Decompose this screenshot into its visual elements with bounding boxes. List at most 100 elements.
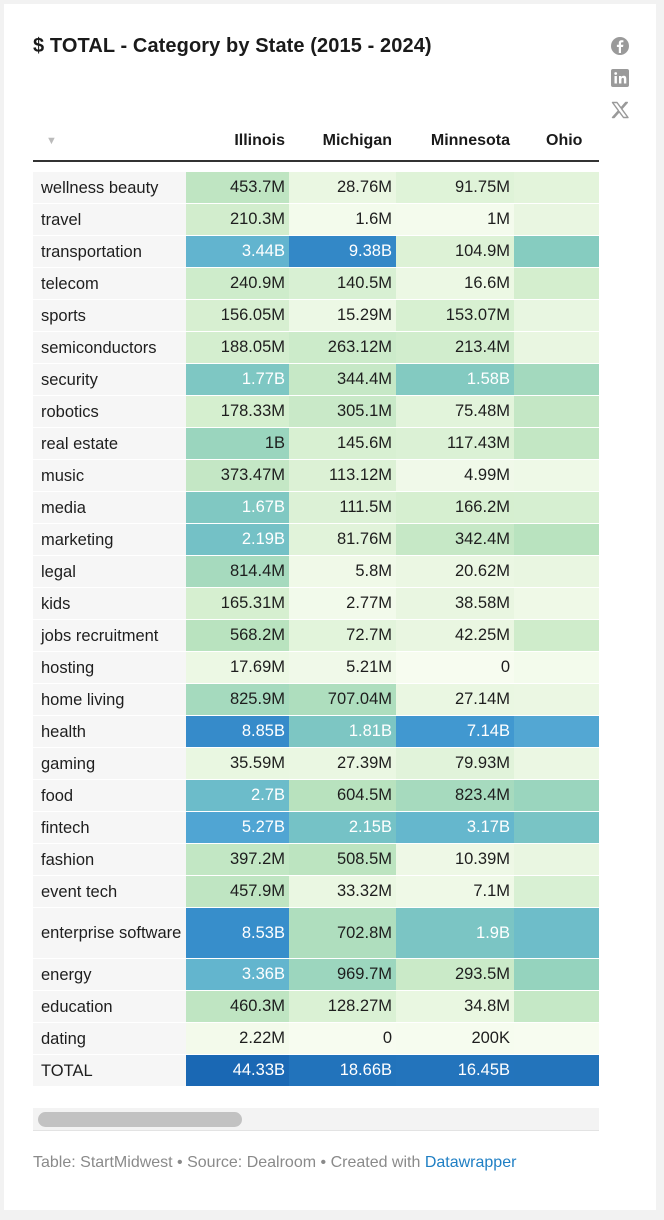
row-label: TOTAL bbox=[33, 1054, 186, 1087]
column-header[interactable]: Minnesota bbox=[396, 122, 514, 162]
row-label: sports bbox=[33, 299, 186, 332]
value-cell: 1.47B bbox=[514, 235, 599, 268]
value-cell: 2.22M bbox=[186, 1022, 289, 1055]
value-cell: 140.5M bbox=[289, 267, 396, 300]
data-table: ▼ Illinois Michigan Minnesota Ohio welln… bbox=[33, 122, 599, 1087]
value-cell: 210.3M bbox=[186, 203, 289, 236]
value-cell: 75.48M bbox=[396, 395, 514, 428]
footer: Table: StartMidwest • Source: Dealroom •… bbox=[33, 1154, 516, 1172]
value-cell: 28.76M bbox=[289, 172, 396, 204]
value-cell: 100K bbox=[514, 1022, 599, 1055]
scrollbar-thumb[interactable] bbox=[38, 1112, 242, 1127]
value-cell: 293.5M bbox=[396, 958, 514, 991]
value-cell: 825.9M bbox=[186, 683, 289, 716]
value-cell: 8.53B bbox=[186, 907, 289, 959]
value-cell: 44.33B bbox=[186, 1054, 289, 1087]
linkedin-icon[interactable] bbox=[610, 68, 630, 88]
value-cell: 39.85M bbox=[514, 555, 599, 588]
column-header[interactable]: Michigan bbox=[289, 122, 396, 162]
value-cell: 104.9M bbox=[396, 235, 514, 268]
value-cell: 17.69M bbox=[186, 651, 289, 684]
value-cell: 604.5M bbox=[289, 779, 396, 812]
value-cell: 16.45B bbox=[396, 1054, 514, 1087]
value-cell: 33.32M bbox=[289, 875, 396, 908]
column-header[interactable]: Illinois bbox=[186, 122, 289, 162]
value-cell: 5.8M bbox=[289, 555, 396, 588]
value-cell: 2.7B bbox=[186, 779, 289, 812]
value-cell: 72.7M bbox=[289, 619, 396, 652]
value-cell: 568.2M bbox=[186, 619, 289, 652]
row-label: security bbox=[33, 363, 186, 396]
chart-title: $ TOTAL - Category by State (2015 - 2024… bbox=[33, 35, 432, 57]
x-icon[interactable] bbox=[610, 100, 630, 120]
value-cell: 7.64M bbox=[514, 587, 599, 620]
value-cell: 0 bbox=[396, 651, 514, 684]
footer-source: Source: Dealroom bbox=[187, 1154, 317, 1171]
value-cell: 0 bbox=[289, 1022, 396, 1055]
value-cell: 1.81B bbox=[289, 715, 396, 748]
row-label: gaming bbox=[33, 747, 186, 780]
value-cell: 3.44B bbox=[186, 235, 289, 268]
value-cell: 165.31M bbox=[186, 587, 289, 620]
value-cell: 239.72M bbox=[514, 619, 599, 652]
row-label: health bbox=[33, 715, 186, 748]
column-header[interactable]: Ohio bbox=[514, 122, 599, 162]
value-cell: 42M bbox=[514, 843, 599, 876]
value-cell: 1.52M bbox=[514, 651, 599, 684]
value-cell: 35.59M bbox=[186, 747, 289, 780]
value-cell: 1B bbox=[514, 779, 599, 812]
row-label: music bbox=[33, 459, 186, 492]
value-cell: 1.99B bbox=[514, 811, 599, 844]
value-cell: 373.47M bbox=[186, 459, 289, 492]
value-cell: 263.12M bbox=[289, 331, 396, 364]
table-body: wellness beauty453.7M28.76M91.75M71.2Mtr… bbox=[33, 161, 599, 1087]
facebook-icon[interactable] bbox=[610, 36, 630, 56]
value-cell: 7.14B bbox=[396, 715, 514, 748]
column-header-label: Ohio bbox=[546, 132, 583, 149]
row-label: wellness beauty bbox=[33, 172, 186, 204]
table-container[interactable]: ▼ Illinois Michigan Minnesota Ohio welln… bbox=[33, 122, 599, 1138]
value-cell: 15.29M bbox=[289, 299, 396, 332]
value-cell: 20.62M bbox=[396, 555, 514, 588]
value-cell: 2.77M bbox=[289, 587, 396, 620]
sort-indicator[interactable]: ▼ bbox=[33, 122, 186, 162]
value-cell: 27.14M bbox=[396, 683, 514, 716]
value-cell: 10.39M bbox=[396, 843, 514, 876]
value-cell: 8.7M bbox=[514, 459, 599, 492]
value-cell: 16.72B bbox=[514, 1054, 599, 1087]
datawrapper-link[interactable]: Datawrapper bbox=[424, 1154, 517, 1171]
value-cell: 166.2M bbox=[396, 491, 514, 524]
value-cell: 156.05M bbox=[186, 299, 289, 332]
footer-separator: • bbox=[172, 1154, 188, 1171]
row-label: telecom bbox=[33, 267, 186, 300]
value-cell: 113.12M bbox=[289, 459, 396, 492]
value-cell: 1.58B bbox=[396, 363, 514, 396]
header-row: ▼ Illinois Michigan Minnesota Ohio bbox=[33, 122, 599, 162]
row-label: semiconductors bbox=[33, 331, 186, 364]
value-cell: 568.3M bbox=[514, 523, 599, 556]
row-label: media bbox=[33, 491, 186, 524]
row-label: education bbox=[33, 990, 186, 1023]
value-cell: 18.66B bbox=[289, 1054, 396, 1087]
value-cell: 3.36B bbox=[186, 958, 289, 991]
value-cell: 8.85B bbox=[186, 715, 289, 748]
value-cell: 707.04M bbox=[289, 683, 396, 716]
horizontal-scrollbar[interactable] bbox=[33, 1108, 599, 1131]
row-label: dating bbox=[33, 1022, 186, 1055]
value-cell: 342.4M bbox=[396, 523, 514, 556]
row-label: hosting bbox=[33, 651, 186, 684]
